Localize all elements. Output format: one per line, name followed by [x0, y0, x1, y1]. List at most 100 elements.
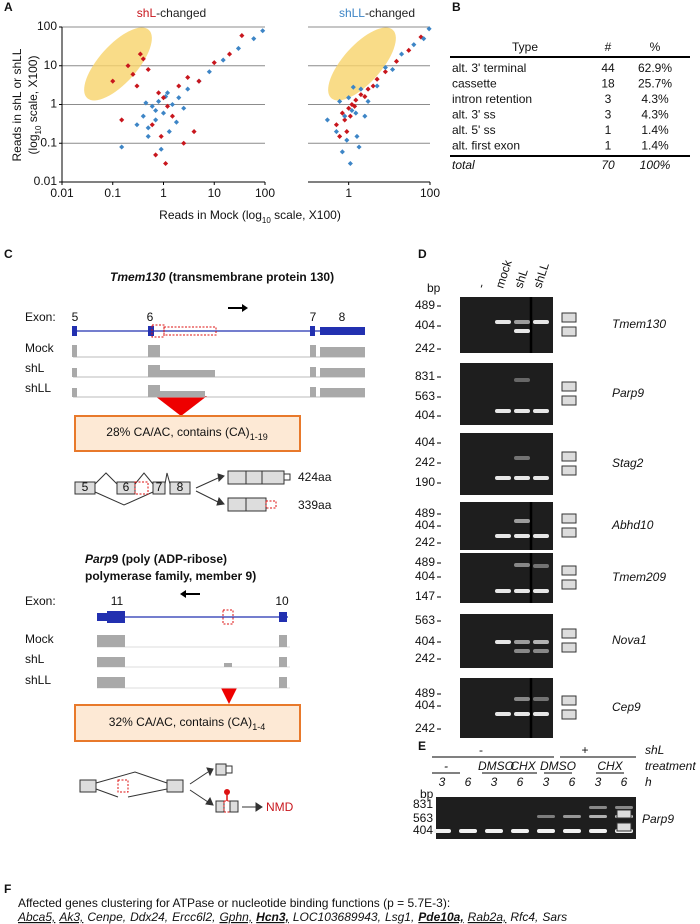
gene-label: Stag2: [612, 456, 644, 470]
point: [158, 133, 164, 139]
coverage: [97, 657, 125, 667]
y-tick-label: 0.1: [40, 135, 57, 149]
bp-label: bp: [427, 281, 441, 295]
gene-label: Parp9: [642, 812, 674, 826]
table-cell: 3: [605, 108, 612, 122]
point: [169, 113, 175, 119]
band: [514, 519, 530, 523]
marker-label: 404: [415, 318, 435, 332]
marker-label: 489: [415, 506, 435, 520]
row-label: treatment: [645, 759, 696, 773]
marker-label: 242: [415, 651, 435, 665]
point: [344, 129, 350, 135]
label-sub: 10: [262, 216, 271, 225]
band: [533, 534, 549, 538]
gel: [460, 553, 553, 603]
highlight: [328, 27, 396, 101]
point: [344, 137, 350, 143]
gel: [460, 678, 553, 738]
point: [185, 74, 191, 80]
marker-label: 563: [415, 389, 435, 403]
y-axis-label: (log10 scale, X100): [26, 56, 42, 155]
band: [514, 534, 530, 538]
marker-label: 563: [415, 613, 435, 627]
hour-label: 3: [439, 775, 446, 789]
band: [563, 829, 581, 833]
table-cell: 44: [601, 61, 615, 75]
gene-label: Cep9: [612, 700, 641, 714]
band: [615, 806, 633, 809]
gene-label: Tmem209: [612, 570, 666, 584]
x-tick-label: 1: [345, 186, 352, 200]
band: [533, 564, 549, 568]
isoform-diagram: [74, 470, 291, 512]
point: [337, 133, 343, 139]
gene-desc: (transmembrane protein 130): [165, 270, 334, 284]
x-axis-label: Reads in Mock (log10 scale, X100): [159, 208, 341, 224]
exon-number: 6: [147, 310, 154, 324]
annotation-sub: 1-4: [252, 722, 265, 732]
point: [149, 122, 155, 128]
marker-label: 831: [415, 369, 435, 383]
hour-label: 6: [517, 775, 524, 789]
exon-number: 10: [275, 594, 289, 608]
exon-number: 8: [339, 310, 346, 324]
treatment-label: CHX: [597, 759, 623, 773]
point: [119, 144, 125, 150]
gene: Lsg1,: [385, 910, 414, 924]
point: [226, 51, 233, 57]
marker-label: 404: [415, 634, 435, 648]
band: [537, 815, 555, 818]
band: [459, 829, 477, 833]
gene: Sars: [542, 910, 567, 924]
point: [130, 71, 136, 77]
marker-label: 404: [415, 698, 435, 712]
label-part: (log: [26, 134, 40, 154]
point: [181, 140, 187, 146]
point: [347, 160, 353, 167]
band: [495, 476, 511, 480]
lane-label: shLL: [531, 261, 552, 290]
isoform-icon: [561, 695, 577, 706]
exon-box-label: 8: [177, 480, 184, 494]
treatment-label: CHX: [510, 759, 536, 773]
gene-desc: 9 (poly (ADP-ribose): [112, 552, 227, 566]
point: [196, 78, 202, 84]
band: [533, 409, 549, 413]
isoform-icon: [616, 809, 632, 819]
band: [485, 829, 503, 833]
treatment-label: DMSO: [478, 759, 514, 773]
title-part: shLL: [339, 6, 365, 20]
point: [260, 28, 266, 34]
y-tick-label: 10: [44, 58, 58, 72]
band: [514, 476, 530, 480]
panel-label: D: [418, 247, 427, 261]
coverage: [279, 657, 287, 667]
marker-label: 242: [415, 455, 435, 469]
annotation-box: [74, 704, 301, 742]
marker-label: 563: [413, 811, 433, 825]
band: [514, 563, 530, 567]
point: [125, 63, 131, 69]
coverage: [279, 635, 287, 647]
point: [393, 58, 400, 64]
point: [153, 117, 159, 123]
gel: [460, 433, 553, 495]
point: [160, 95, 167, 101]
row-label: h: [645, 775, 652, 789]
x-tick-label: 0.1: [104, 186, 121, 200]
gene: Rab2a,: [468, 910, 507, 924]
gene: Pde10a,: [418, 910, 463, 924]
marker-label: 242: [415, 721, 435, 735]
isoform-icon: [561, 381, 577, 392]
point: [399, 51, 405, 57]
marker-label: 489: [415, 686, 435, 700]
gel: [460, 363, 553, 425]
isoform-icon: [561, 451, 577, 462]
table-header: #: [605, 40, 612, 54]
point: [365, 86, 371, 92]
annotation-box: [74, 415, 301, 452]
band: [514, 409, 530, 413]
hour-label: 6: [569, 775, 576, 789]
point: [158, 146, 164, 152]
